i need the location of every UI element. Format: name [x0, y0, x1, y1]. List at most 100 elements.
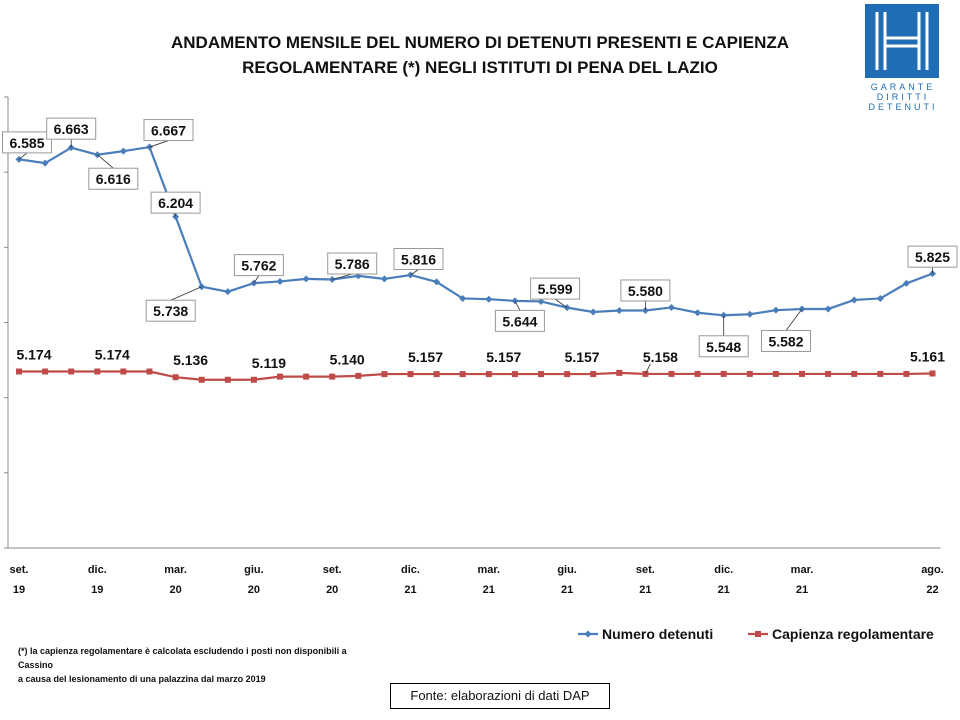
data-label-detenuti: 6.667 [151, 123, 186, 139]
footnote: (*) la capienza regolamentare è calcolat… [18, 644, 358, 686]
x-tick-label: 19 [13, 584, 25, 596]
data-point-capienza [407, 371, 414, 378]
data-label-box [233, 254, 284, 277]
data-point-detenuti [41, 159, 49, 167]
data-label-leader [785, 308, 803, 331]
x-tick-label: set. [323, 564, 342, 576]
data-label-box [143, 119, 194, 142]
data-label-leader [149, 140, 169, 148]
data-label-detenuti: 5.786 [335, 256, 370, 272]
x-tick-label: dic. [401, 564, 420, 576]
data-point-capienza [250, 376, 257, 383]
data-label-capienza: 5.140 [330, 352, 365, 368]
data-point-capienza [433, 371, 440, 378]
data-label-box [327, 252, 378, 275]
data-point-detenuti [224, 288, 232, 296]
x-tick-label: mar. [791, 564, 814, 576]
data-label-box [907, 245, 958, 268]
x-tick-label: 21 [718, 584, 730, 596]
data-label-detenuti: 5.762 [241, 258, 276, 274]
data-point-detenuti [824, 305, 832, 313]
data-label-box [494, 309, 545, 332]
x-tick-label: 20 [248, 584, 260, 596]
x-tick-label: ago. [921, 564, 944, 576]
data-label-box [145, 299, 196, 322]
footnote-line1: (*) la capienza regolamentare è calcolat… [18, 646, 347, 670]
data-label-detenuti: 5.816 [401, 251, 436, 267]
data-point-detenuti [119, 147, 127, 155]
data-point-capienza [172, 374, 179, 381]
data-label-leader [554, 298, 568, 308]
x-tick-label: 21 [483, 584, 495, 596]
series-line-detenuti [18, 145, 933, 317]
x-tick-label: giu. [557, 564, 577, 576]
data-label-detenuti: 5.582 [768, 333, 803, 349]
data-point-capienza [329, 373, 336, 380]
data-point-detenuti [459, 294, 467, 302]
data-point-capienza [355, 372, 362, 379]
data-point-capienza [720, 370, 727, 377]
data-point-capienza [694, 370, 701, 377]
data-label-box [150, 191, 201, 214]
data-point-detenuti [694, 309, 702, 317]
data-point-detenuti [276, 277, 284, 285]
x-tick-label: mar. [164, 564, 187, 576]
x-tick-label: giu. [244, 564, 264, 576]
data-point-detenuti [850, 296, 858, 304]
data-point-detenuti [380, 275, 388, 283]
logo-text-line2: DIRITTI [876, 92, 930, 102]
data-point-capienza [303, 373, 310, 380]
data-point-capienza [224, 376, 231, 383]
data-label-leader [18, 152, 28, 160]
x-tick-label: 21 [639, 584, 651, 596]
chart-title: ANDAMENTO MENSILE DEL NUMERO DI DETENUTI… [100, 30, 860, 80]
data-label-leader [514, 300, 521, 311]
data-label-box [620, 279, 671, 302]
data-label-detenuti: 5.599 [538, 281, 573, 297]
data-point-capienza [746, 370, 753, 377]
x-tick-label: 22 [926, 584, 938, 596]
data-label-capienza: 5.158 [643, 349, 678, 365]
chart-title-line1: ANDAMENTO MENSILE DEL NUMERO DI DETENUTI… [170, 33, 790, 52]
data-point-capienza [877, 370, 884, 377]
logo-text-line1: GARANTE [870, 82, 936, 92]
data-point-capienza [564, 371, 571, 378]
data-point-detenuti [772, 306, 780, 314]
data-label-box [698, 335, 749, 358]
data-point-capienza [120, 368, 127, 375]
data-point-capienza [851, 370, 858, 377]
data-label-capienza: 5.157 [408, 349, 443, 365]
x-tick-label: 21 [404, 584, 416, 596]
data-label-detenuti: 6.616 [96, 171, 131, 187]
data-label-box [393, 247, 444, 270]
data-label-capienza: 5.174 [16, 347, 51, 363]
source-note: Fonte: elaborazioni di dati DAP [390, 683, 610, 709]
x-tick-label: 19 [91, 584, 103, 596]
data-point-detenuti [485, 295, 493, 303]
data-point-capienza [381, 371, 388, 378]
data-point-capienza [485, 371, 492, 378]
logo-glyph-icon [875, 12, 929, 70]
data-point-capienza [668, 370, 675, 377]
data-label-box [2, 131, 52, 154]
data-point-detenuti [302, 275, 310, 283]
data-point-detenuti [746, 310, 754, 318]
data-label-capienza: 5.157 [486, 349, 521, 365]
series-line-capienza [19, 370, 933, 381]
data-label-capienza: 5.119 [252, 355, 286, 371]
legend-label-capienza: Capienza regolamentare [772, 626, 934, 642]
x-tick-label: 21 [561, 584, 573, 596]
legend-label-detenuti: Numero detenuti [602, 626, 713, 642]
chart-title-line2: REGOLAMENTARE (*) NEGLI ISTITUTI DI PENA… [242, 58, 718, 77]
footnote-line2: a causa del lesionamento di una palazzin… [18, 674, 266, 684]
data-point-capienza [538, 371, 544, 378]
data-point-capienza [903, 370, 910, 377]
data-point-detenuti [876, 294, 884, 302]
x-tick-label: 21 [796, 584, 808, 596]
data-point-capienza [616, 369, 623, 376]
data-label-detenuti: 6.585 [9, 135, 44, 151]
x-tick-label: set. [10, 564, 29, 576]
legend-marker [755, 631, 761, 637]
logo-emblem [865, 4, 939, 78]
